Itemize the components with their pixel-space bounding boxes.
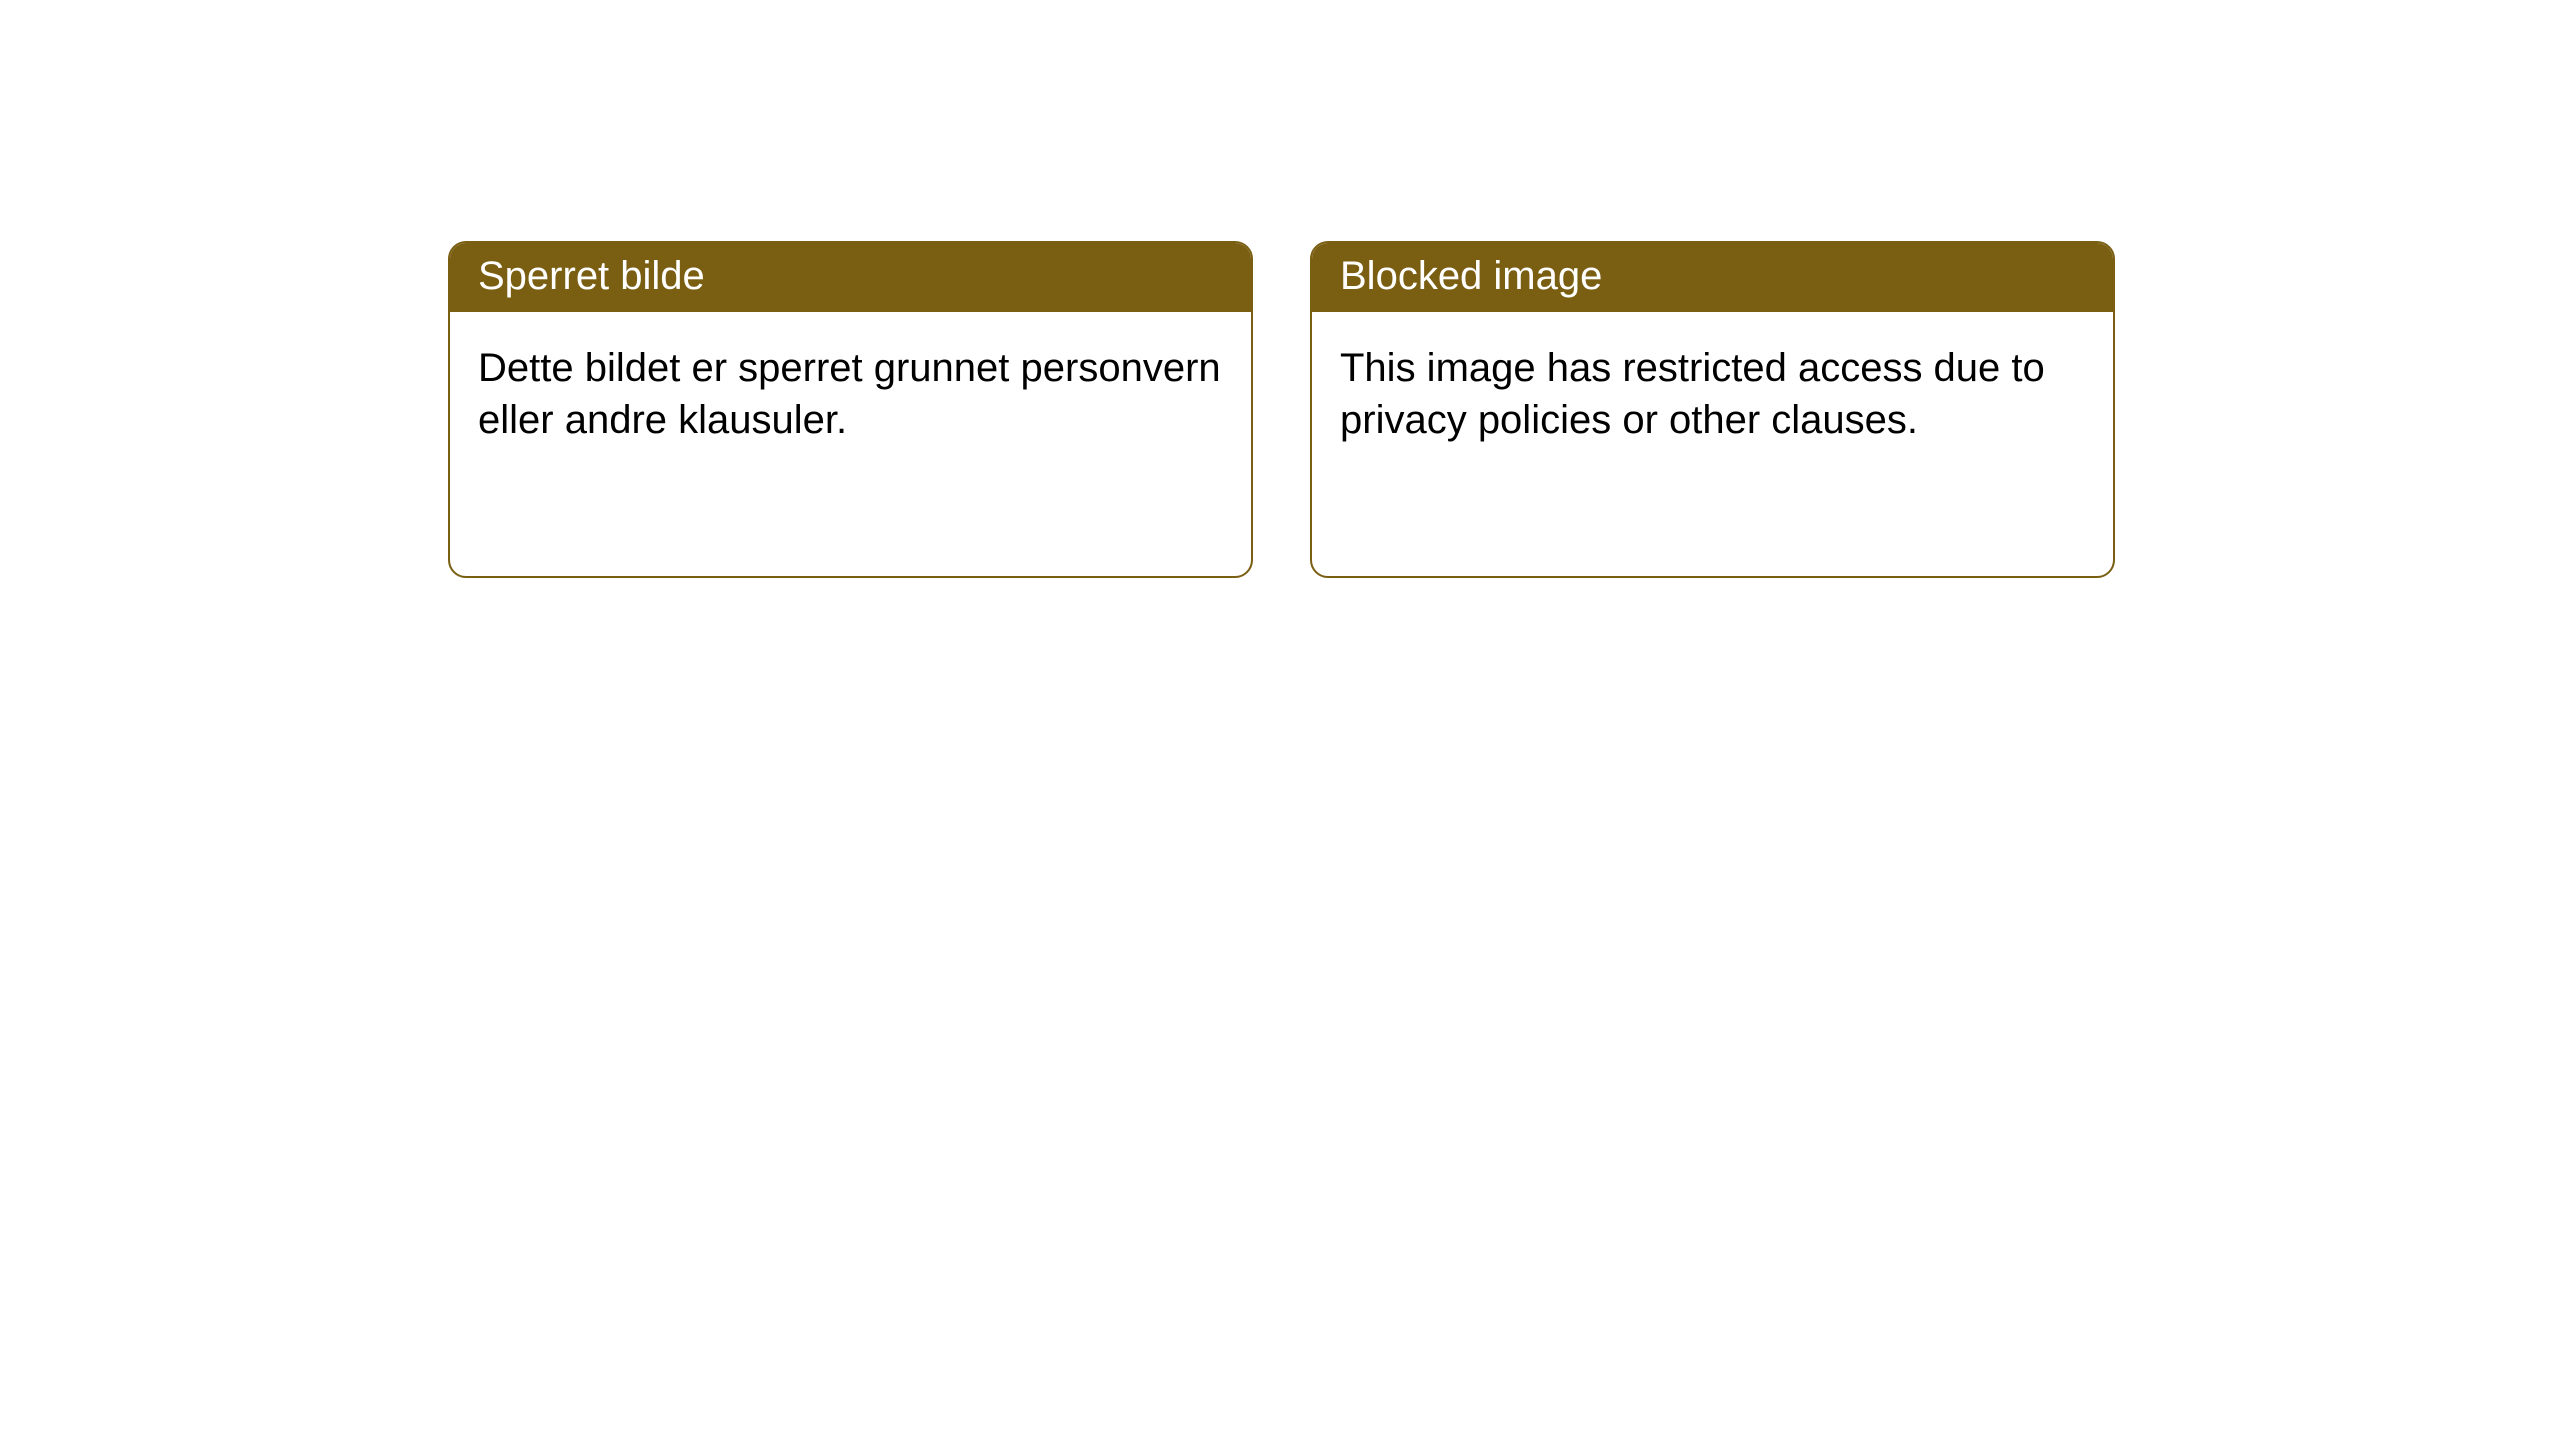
card-header: Blocked image (1312, 243, 2113, 312)
notice-card-norwegian: Sperret bilde Dette bildet er sperret gr… (448, 241, 1253, 578)
card-body: Dette bildet er sperret grunnet personve… (450, 312, 1251, 476)
card-header: Sperret bilde (450, 243, 1251, 312)
notice-card-english: Blocked image This image has restricted … (1310, 241, 2115, 578)
card-body: This image has restricted access due to … (1312, 312, 2113, 476)
card-body-text: This image has restricted access due to … (1340, 346, 2045, 442)
card-title: Blocked image (1340, 254, 1602, 298)
notice-cards-container: Sperret bilde Dette bildet er sperret gr… (448, 241, 2560, 578)
card-body-text: Dette bildet er sperret grunnet personve… (478, 346, 1221, 442)
card-title: Sperret bilde (478, 254, 705, 298)
